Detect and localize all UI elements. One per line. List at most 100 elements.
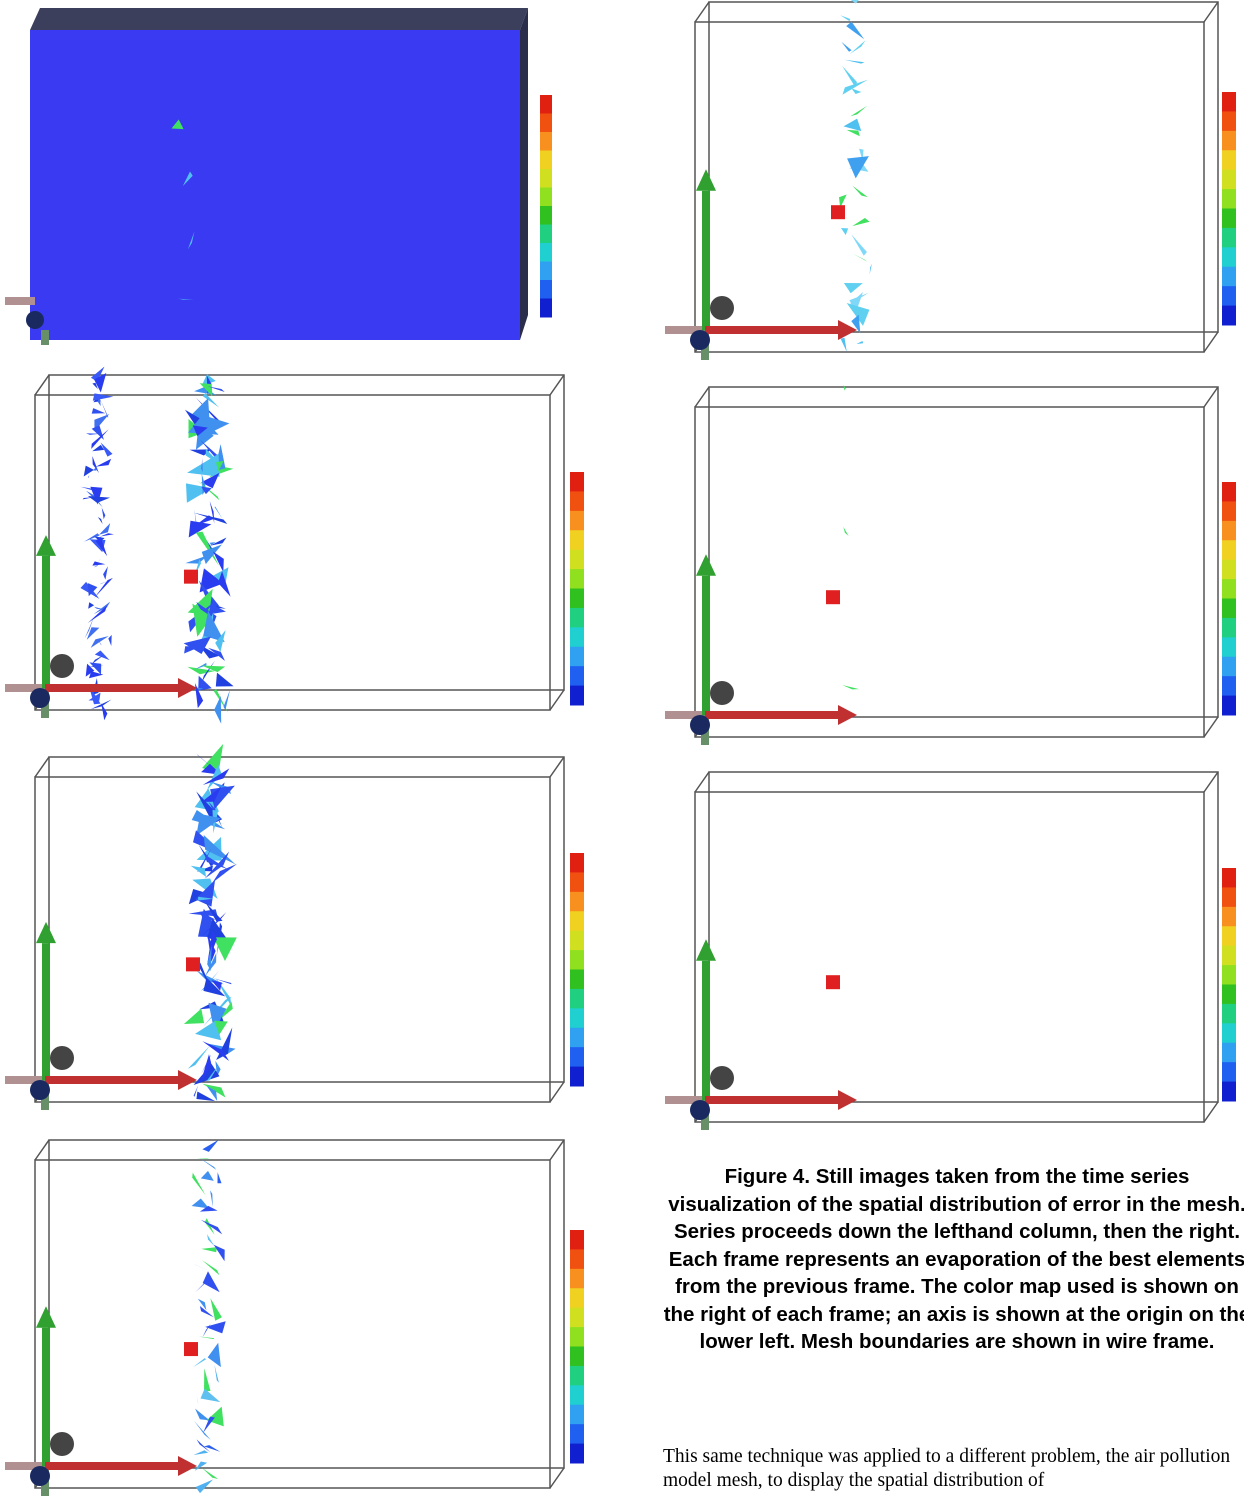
wireframe-edge <box>35 375 49 395</box>
mesh-element <box>89 671 103 678</box>
mesh-element <box>852 88 862 94</box>
mesh-element <box>191 866 206 877</box>
wireframe-back <box>49 1140 564 1468</box>
mesh-element <box>91 636 109 648</box>
axis-x <box>45 684 180 692</box>
colorbar-segment <box>1222 1043 1236 1063</box>
axis-neg-x <box>5 297 35 305</box>
colorbar-segment <box>1222 887 1236 907</box>
colorbar-segment <box>570 872 584 892</box>
colorbar-segment <box>570 1347 584 1367</box>
colorbar-segment <box>570 1288 584 1308</box>
mesh-element <box>213 937 237 961</box>
mesh-element <box>201 1389 221 1403</box>
axis-x-head <box>178 678 197 698</box>
colorbar-segment <box>1222 540 1236 560</box>
colorbar-segment <box>570 627 584 647</box>
box-face <box>30 30 520 340</box>
mesh-element <box>214 696 221 724</box>
mesh-element <box>201 1220 222 1235</box>
wireframe-back <box>709 772 1218 1102</box>
mesh-element <box>842 42 852 52</box>
mesh-element <box>102 508 106 520</box>
colorbar-segment <box>1222 946 1236 966</box>
colorbar-segment <box>570 1269 584 1289</box>
mesh-element <box>852 186 868 198</box>
mesh-element <box>202 1468 218 1479</box>
wireframe-edge <box>695 772 709 792</box>
colorbar-segment <box>540 114 552 133</box>
colorbar-segment <box>540 132 552 151</box>
mesh-element <box>201 1171 214 1181</box>
axis-origin <box>30 1466 50 1486</box>
wireframe-front <box>695 407 1204 737</box>
figure-caption: Figure 4. Still images taken from the ti… <box>662 1163 1244 1356</box>
colorbar-segment <box>1222 111 1236 131</box>
colorbar-segment <box>1222 1004 1236 1024</box>
colorbar-segment <box>570 550 584 570</box>
mesh-element <box>218 1172 222 1183</box>
colorbar-segment <box>570 1327 584 1347</box>
mesh-element <box>213 552 224 573</box>
wireframe-front <box>35 777 550 1102</box>
colorbar-segment <box>540 169 552 188</box>
mesh-element <box>84 466 94 477</box>
colorbar-segment <box>570 1308 584 1328</box>
mesh-element <box>210 1298 222 1321</box>
colorbar-segment <box>1222 189 1236 209</box>
axis-origin <box>30 688 50 708</box>
colorbar-segment <box>1222 907 1236 927</box>
colorbar-segment <box>1222 286 1236 306</box>
mesh-element <box>204 1445 221 1452</box>
mesh-element <box>194 1450 209 1455</box>
mesh-element <box>108 635 111 646</box>
mesh-element <box>840 15 850 21</box>
error-marker <box>831 205 845 219</box>
wireframe-edge <box>1204 1102 1218 1122</box>
axis-y-head <box>36 1306 56 1327</box>
axis-x-head <box>838 705 857 725</box>
mesh-element <box>99 523 110 535</box>
colorbar-segment <box>540 225 552 244</box>
colorbar-segment <box>570 1405 584 1425</box>
mesh-element <box>194 1264 213 1273</box>
mesh-element <box>844 283 863 293</box>
axis-x <box>705 1096 840 1104</box>
wireframe-front <box>695 22 1204 352</box>
mesh-element <box>187 454 219 477</box>
colorbar-segment <box>540 243 552 262</box>
wireframe-edge <box>550 1468 564 1488</box>
axis-origin <box>26 311 44 329</box>
mesh-element <box>870 264 872 275</box>
mesh-element <box>846 22 864 40</box>
colorbar-segment <box>570 853 584 873</box>
colorbar-segment <box>570 647 584 667</box>
mesh-element <box>210 538 227 546</box>
axis-y-head <box>696 169 716 191</box>
mesh-element <box>202 1140 218 1152</box>
colorbar-segment <box>1222 985 1236 1005</box>
colorbar-segment <box>1222 92 1236 112</box>
error-marker <box>826 975 840 989</box>
mesh-element <box>196 1480 213 1494</box>
wireframe-edge <box>1204 2 1218 22</box>
axis-x <box>45 1076 180 1084</box>
mesh-element <box>92 655 104 664</box>
axis-origin <box>690 715 710 735</box>
mesh-element <box>202 1260 219 1275</box>
mesh-element <box>88 475 89 478</box>
colorbar-segment <box>1222 228 1236 248</box>
mesh-element <box>198 1337 214 1340</box>
axis-x <box>705 711 840 719</box>
axis-x <box>705 326 840 334</box>
page: Figure 4. Still images taken from the ti… <box>0 0 1244 1496</box>
colorbar-segment <box>570 989 584 1009</box>
colorbar-segment <box>570 569 584 589</box>
colorbar-segment <box>570 1444 584 1464</box>
axis-x-head <box>178 1070 197 1090</box>
wireframe-front <box>35 1160 550 1488</box>
axis-origin <box>690 330 710 350</box>
mesh-element <box>195 1409 210 1421</box>
colorbar-segment <box>1222 926 1236 946</box>
wireframe-back <box>49 757 564 1082</box>
